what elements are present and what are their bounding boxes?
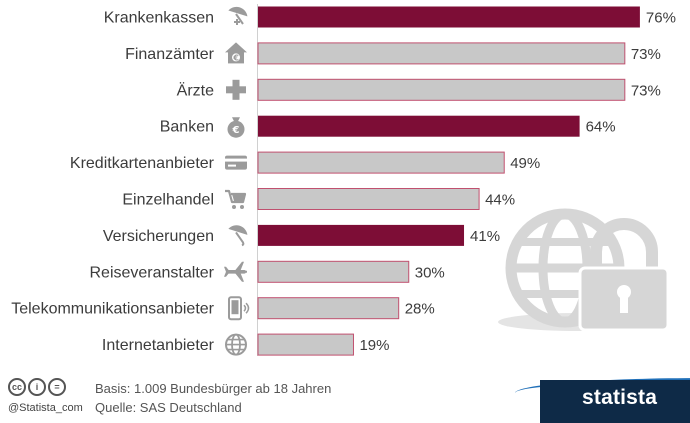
bar bbox=[257, 260, 410, 283]
bar-highlighted bbox=[258, 224, 465, 246]
category-label: Einzelhandel bbox=[122, 192, 214, 209]
footer: cc i = @Statista_com Basis: 1.009 Bundes… bbox=[0, 360, 690, 423]
brand-bar bbox=[540, 380, 690, 423]
value-label: 28% bbox=[405, 301, 435, 318]
medical-cross-icon bbox=[226, 79, 246, 100]
bar-row: Kreditkartenanbieter 49% bbox=[70, 151, 540, 174]
value-label: 73% bbox=[631, 82, 661, 99]
category-label: Ärzte bbox=[177, 81, 214, 99]
no-derivatives-icon[interactable]: = bbox=[48, 378, 66, 396]
airplane-icon bbox=[224, 261, 247, 282]
svg-text:€: € bbox=[232, 125, 240, 136]
category-label: Kreditkartenanbieter bbox=[70, 155, 215, 172]
bar-row: Banken €64% bbox=[160, 115, 616, 138]
bar-highlighted bbox=[258, 115, 580, 137]
bar-row: Ärzte 73% bbox=[177, 78, 661, 101]
umbrella-icon bbox=[228, 225, 248, 247]
bar-highlighted bbox=[258, 6, 640, 28]
attribution-icon[interactable]: i bbox=[28, 378, 46, 396]
bar-row: Krankenkassen 76% bbox=[104, 6, 676, 28]
bar bbox=[257, 42, 626, 65]
bar-chart: Krankenkassen 76% Finanzämter €73% Ärzte 73% B… bbox=[11, 4, 676, 356]
money-bag-euro-icon: € bbox=[227, 117, 245, 138]
source-note: Quelle: SAS Deutschland bbox=[95, 400, 242, 415]
bar-row: Telekommunikationsanbieter 28% bbox=[11, 296, 435, 321]
credit-card-icon bbox=[225, 155, 247, 170]
statista-logo[interactable]: statista bbox=[582, 386, 658, 409]
bar-row: Reiseveranstalter 30% bbox=[90, 260, 445, 283]
smartphone-icon bbox=[228, 296, 250, 321]
value-label: 49% bbox=[510, 155, 540, 172]
value-label: 44% bbox=[485, 192, 515, 209]
value-label: 19% bbox=[359, 337, 389, 354]
value-label: 41% bbox=[470, 228, 500, 245]
category-label: Krankenkassen bbox=[104, 10, 214, 27]
source-notes: Basis: 1.009 Bundesbürger ab 18 Jahren Q… bbox=[95, 379, 331, 417]
house-euro-icon: € bbox=[225, 42, 247, 64]
bar bbox=[257, 78, 626, 101]
value-label: 64% bbox=[586, 119, 616, 136]
basis-note: Basis: 1.009 Bundesbürger ab 18 Jahren bbox=[95, 381, 332, 396]
umbrella-plus-icon bbox=[228, 6, 248, 25]
creative-commons-icon[interactable]: cc bbox=[8, 378, 26, 396]
bar bbox=[257, 188, 480, 210]
svg-text:€: € bbox=[232, 53, 239, 62]
value-label: 76% bbox=[646, 10, 676, 27]
value-label: 30% bbox=[415, 264, 445, 281]
brand-wave bbox=[515, 378, 690, 393]
credit-handle[interactable]: @Statista_com bbox=[8, 402, 83, 414]
shopping-cart-icon bbox=[225, 189, 247, 209]
bar bbox=[257, 151, 505, 174]
bar bbox=[257, 333, 354, 356]
bar-row: Versicherungen 41% bbox=[103, 224, 500, 247]
bar-row: Finanzämter €73% bbox=[125, 42, 661, 65]
license-icons: cc i = bbox=[8, 378, 66, 396]
category-label: Telekommunikationsanbieter bbox=[11, 301, 214, 318]
category-label: Finanzämter bbox=[125, 46, 215, 63]
category-label: Versicherungen bbox=[103, 228, 214, 245]
bar bbox=[257, 297, 400, 320]
bar-row: Internetanbieter 19% bbox=[102, 333, 390, 356]
bar-row: Einzelhandel 44% bbox=[122, 188, 515, 210]
globe-icon bbox=[225, 333, 247, 356]
globe-lock-illustration bbox=[498, 208, 670, 332]
category-label: Internetanbieter bbox=[102, 337, 215, 354]
value-label: 73% bbox=[631, 46, 661, 63]
category-label: Banken bbox=[160, 119, 214, 136]
category-label: Reiseveranstalter bbox=[90, 264, 215, 281]
